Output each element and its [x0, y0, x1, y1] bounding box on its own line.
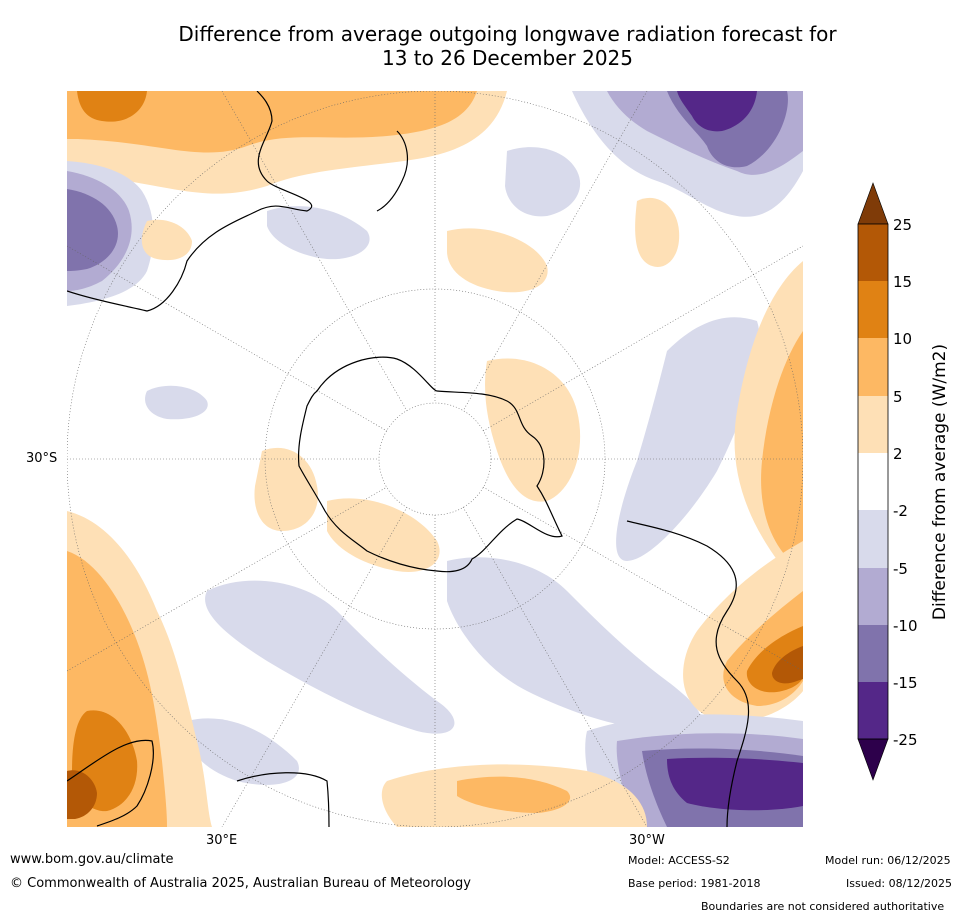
colorbar-band-neutral — [858, 453, 888, 510]
colorbar-tick-m5: -5 — [893, 560, 908, 578]
colorbar-band-m2-m5 — [858, 510, 888, 568]
footer-issued: Issued: 08/12/2025 — [846, 877, 953, 890]
colorbar-tick-10: 10 — [893, 330, 912, 348]
lon-label-30w: 30°W — [629, 833, 665, 848]
anomaly-negative-left — [67, 161, 154, 306]
colorbar-tick-m10: -10 — [893, 617, 918, 635]
anomaly-negative-top-right — [572, 91, 803, 217]
footer-model-run: Model run: 06/12/2025 — [825, 854, 951, 867]
colorbar-tick-2: 2 — [893, 445, 903, 463]
colorbar-band-m5-m10 — [858, 568, 888, 625]
colorbar-tick-15: 15 — [893, 273, 912, 291]
colorbar-tick-25: 25 — [893, 216, 912, 234]
title-line-2: 13 to 26 December 2025 — [381, 46, 633, 70]
footer-disclaimer: Boundaries are not considered authoritat… — [701, 900, 945, 913]
colorbar-label: Difference from average (W/m2) — [930, 344, 950, 620]
lon-label-30e: 30°E — [206, 833, 238, 848]
lat-label-30s: 30°S — [26, 451, 58, 466]
anomaly-negative-patches — [145, 147, 760, 785]
colorbar-over-triangle — [857, 182, 889, 225]
anomaly-positive-antarctica — [141, 197, 680, 572]
anomaly-positive-bottom-centre — [381, 764, 647, 827]
colorbar-tick-5: 5 — [893, 388, 903, 406]
colorbar-tick-m15: -15 — [893, 674, 918, 692]
anomaly-negative-bottom-right — [585, 714, 803, 827]
colorbar-band-2-5 — [858, 396, 888, 453]
footer-base-period: Base period: 1981-2018 — [628, 877, 761, 890]
colorbar-tick-m25: -25 — [893, 731, 918, 749]
coastlines — [67, 91, 750, 827]
colorbar-band-15-25 — [858, 224, 888, 281]
title-line-1: Difference from average outgoing longwav… — [178, 22, 837, 46]
anomaly-positive-bottom-left — [67, 511, 212, 827]
colorbar-band-10-15 — [858, 281, 888, 338]
colorbar: 25 15 10 5 2 -2 -5 -10 -15 -25 Differenc… — [857, 182, 950, 781]
colorbar-under-triangle — [857, 738, 889, 781]
footer-url[interactable]: www.bom.gov.au/climate — [10, 852, 174, 867]
colorbar-band-m15-m25 — [858, 682, 888, 739]
anomaly-positive-right — [683, 261, 803, 722]
footer-copyright: © Commonwealth of Australia 2025, Austra… — [10, 876, 471, 891]
graticule — [67, 91, 803, 827]
footer-model: Model: ACCESS-S2 — [628, 854, 730, 867]
colorbar-band-m10-m15 — [858, 625, 888, 682]
polar-map — [67, 91, 803, 827]
colorbar-band-5-10 — [858, 338, 888, 396]
colorbar-tick-m2: -2 — [893, 502, 908, 520]
chart-title: Difference from average outgoing longwav… — [60, 22, 955, 70]
